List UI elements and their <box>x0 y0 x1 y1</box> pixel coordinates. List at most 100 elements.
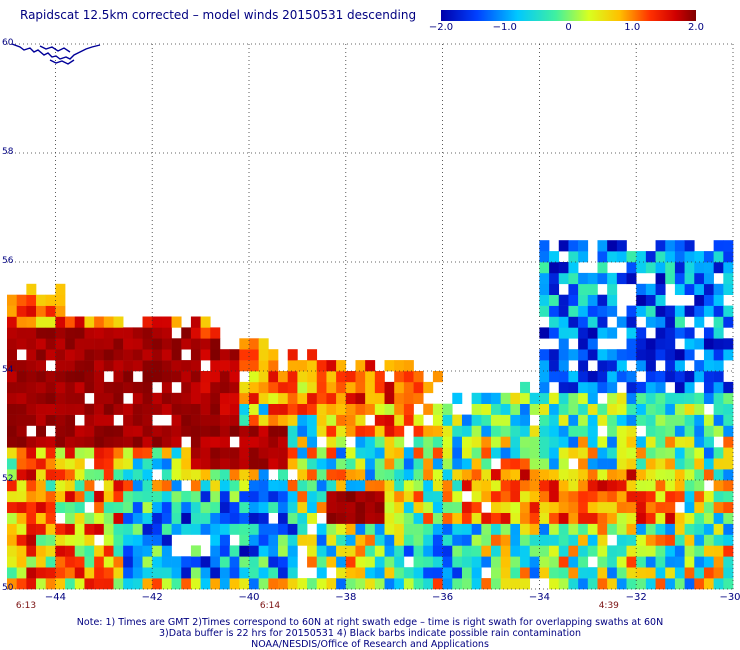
wind-cell <box>723 381 734 394</box>
wind-cell <box>703 458 714 470</box>
wind-cell <box>423 458 434 470</box>
wind-cell <box>578 425 589 437</box>
wind-cell <box>578 414 589 426</box>
wind-cell <box>45 316 56 328</box>
wind-cell <box>26 578 37 590</box>
wind-cell <box>597 305 608 317</box>
wind-cell <box>665 403 676 415</box>
wind-cell <box>520 578 531 590</box>
wind-cell <box>413 458 424 470</box>
wind-cell <box>510 578 521 590</box>
wind-cell <box>587 578 598 590</box>
wind-cell <box>674 469 685 481</box>
wind-cell <box>432 578 443 590</box>
wind-cell <box>249 436 259 448</box>
wind-cell <box>549 305 560 317</box>
wind-cell <box>674 414 685 426</box>
wind-cell <box>578 381 589 394</box>
wind-cell <box>229 392 240 404</box>
wind-cell <box>703 392 714 404</box>
wind-cell <box>7 360 17 372</box>
wind-cell <box>665 349 676 361</box>
wind-cell <box>326 523 337 535</box>
wind-cell <box>65 490 76 503</box>
wind-cell <box>84 523 95 535</box>
wind-cell <box>539 403 550 415</box>
wind-cell <box>161 545 172 557</box>
wind-cell <box>558 240 569 252</box>
wind-cell <box>142 545 153 557</box>
wind-cell <box>210 403 221 415</box>
wind-cell <box>200 327 211 339</box>
wind-cell <box>549 480 560 492</box>
wind-cell <box>74 403 85 415</box>
wind-cell <box>181 458 192 470</box>
wind-cell <box>7 403 17 415</box>
wind-cell <box>587 392 598 404</box>
wind-cell <box>268 381 279 394</box>
wind-cell <box>65 392 76 404</box>
wind-cell <box>539 381 550 394</box>
wind-cell <box>723 305 734 317</box>
wind-cell <box>684 501 695 513</box>
wind-cell <box>229 490 240 503</box>
wind-cell <box>636 447 647 459</box>
wind-cell <box>239 447 250 459</box>
wind-cell <box>181 414 192 426</box>
wind-cell <box>607 425 618 437</box>
wind-cell <box>655 414 666 426</box>
wind-cell <box>132 327 143 339</box>
wind-cell <box>287 447 298 459</box>
wind-cell <box>703 338 714 350</box>
wind-cell <box>16 403 27 415</box>
wind-cell <box>607 371 618 383</box>
wind-cell <box>539 272 550 285</box>
wind-cell <box>219 501 230 513</box>
wind-cell <box>316 381 327 394</box>
wind-cell <box>152 567 163 579</box>
wind-cell <box>103 425 114 437</box>
wind-cell <box>645 436 656 448</box>
wind-cell <box>190 447 201 459</box>
wind-cell <box>103 501 114 513</box>
wind-cell <box>665 578 676 590</box>
wind-cell <box>665 272 676 285</box>
wind-cell <box>190 360 201 372</box>
wind-cell <box>723 480 734 492</box>
wind-cell <box>55 567 66 579</box>
wind-cell <box>616 425 627 437</box>
wind-cell <box>529 425 540 437</box>
wind-cell <box>239 381 250 394</box>
wind-cell <box>578 556 589 568</box>
y-tick-label: 56 <box>2 256 14 266</box>
wind-cell <box>278 436 289 448</box>
wind-cell <box>123 490 134 503</box>
wind-cell <box>403 447 414 459</box>
wind-cell <box>636 556 647 568</box>
wind-cell <box>84 349 95 361</box>
wind-cell <box>287 458 298 470</box>
wind-cell <box>723 458 734 470</box>
wind-cell <box>287 403 298 415</box>
wind-cell <box>65 501 76 513</box>
wind-cell <box>578 392 589 404</box>
wind-cell <box>510 447 521 459</box>
wind-cell <box>190 316 201 328</box>
wind-cell <box>181 447 192 459</box>
wind-cell <box>316 414 327 426</box>
wind-cell <box>84 425 95 437</box>
wind-cell <box>684 338 695 350</box>
wind-cell <box>655 436 666 448</box>
wind-cell <box>365 556 376 568</box>
wind-cell <box>626 392 637 404</box>
wind-cell <box>316 556 327 568</box>
wind-cell <box>520 523 531 535</box>
wind-cell <box>132 436 143 448</box>
wind-cell <box>568 392 579 404</box>
wind-cell <box>249 523 259 535</box>
wind-cell <box>36 523 47 535</box>
wind-cell <box>16 447 27 459</box>
x-tick-label: −44 <box>44 592 66 603</box>
wind-cell <box>723 338 734 350</box>
wind-cell <box>626 490 637 503</box>
